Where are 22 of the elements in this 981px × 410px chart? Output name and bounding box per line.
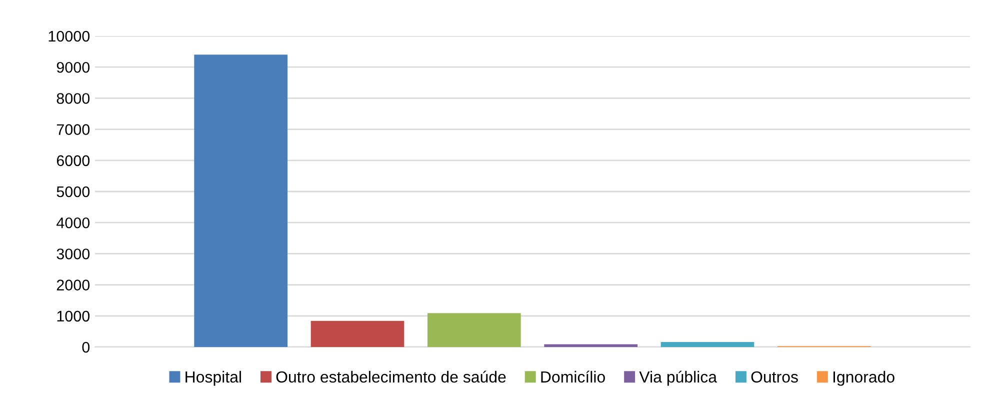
y-tick-label: 5000 (56, 186, 90, 198)
bar (194, 54, 288, 347)
y-tick-label: 2000 (56, 280, 90, 290)
y-tick-label: 0 (82, 342, 90, 353)
y-tick-label: 3000 (56, 248, 90, 260)
bar (428, 313, 521, 347)
y-tick-label: 1000 (57, 310, 90, 322)
y-tick-label: 4000 (56, 217, 90, 228)
y-tick-label: 8000 (56, 93, 90, 104)
legend-label: Domicílio (541, 370, 605, 383)
y-tick-label: 6000 (56, 155, 90, 166)
bar (660, 342, 754, 347)
y-tick-label: 7000 (56, 124, 90, 135)
legend-label: Outro estabelecimento de saúde (276, 370, 506, 383)
legend-label: Outros (751, 371, 798, 383)
bar (544, 344, 638, 347)
legend-label: Via pública (639, 370, 718, 386)
y-tick-label: 10000 (48, 30, 90, 42)
bar (310, 320, 404, 347)
y-tick-label: 9000 (56, 62, 90, 73)
legend-label: Hospital (186, 370, 241, 386)
legend-label: Ignorado (833, 370, 894, 386)
